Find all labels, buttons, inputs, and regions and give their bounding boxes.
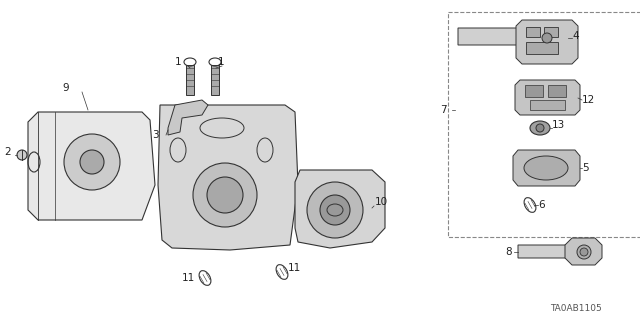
- Circle shape: [64, 134, 120, 190]
- Polygon shape: [518, 245, 575, 258]
- Text: 5: 5: [582, 163, 589, 173]
- Circle shape: [536, 124, 544, 132]
- Text: 11: 11: [288, 263, 301, 273]
- Text: 1: 1: [175, 57, 182, 67]
- Polygon shape: [515, 80, 580, 115]
- Circle shape: [307, 182, 363, 238]
- Bar: [211, 65, 219, 95]
- Bar: [525, 85, 543, 97]
- Text: 1: 1: [218, 57, 225, 67]
- Bar: [526, 27, 540, 37]
- Circle shape: [542, 33, 552, 43]
- Text: 4: 4: [572, 31, 579, 41]
- Text: 2: 2: [4, 147, 11, 157]
- Circle shape: [17, 150, 27, 160]
- Bar: [186, 65, 194, 95]
- Circle shape: [320, 195, 350, 225]
- Text: 8: 8: [505, 247, 511, 257]
- Polygon shape: [565, 238, 602, 265]
- Polygon shape: [158, 105, 298, 250]
- Polygon shape: [513, 150, 580, 186]
- Text: 6: 6: [538, 200, 545, 210]
- Circle shape: [207, 177, 243, 213]
- Polygon shape: [28, 112, 155, 220]
- Text: 9: 9: [62, 83, 68, 93]
- Bar: [548, 85, 566, 97]
- Text: 10: 10: [375, 197, 388, 207]
- Text: 11: 11: [182, 273, 195, 283]
- Text: 3: 3: [152, 130, 159, 140]
- Bar: [544, 27, 558, 37]
- Text: 7: 7: [440, 105, 447, 115]
- Text: TA0AB1105: TA0AB1105: [550, 303, 602, 313]
- Polygon shape: [516, 20, 578, 64]
- Text: 13: 13: [552, 120, 565, 130]
- Bar: [526, 42, 558, 54]
- Circle shape: [80, 150, 104, 174]
- Circle shape: [577, 245, 591, 259]
- Bar: [448, 12, 640, 237]
- Bar: [530, 100, 565, 110]
- Circle shape: [193, 163, 257, 227]
- Circle shape: [580, 248, 588, 256]
- Ellipse shape: [530, 121, 550, 135]
- Ellipse shape: [524, 156, 568, 180]
- Polygon shape: [458, 28, 528, 45]
- Text: 12: 12: [582, 95, 595, 105]
- Polygon shape: [295, 170, 385, 248]
- Polygon shape: [168, 100, 208, 135]
